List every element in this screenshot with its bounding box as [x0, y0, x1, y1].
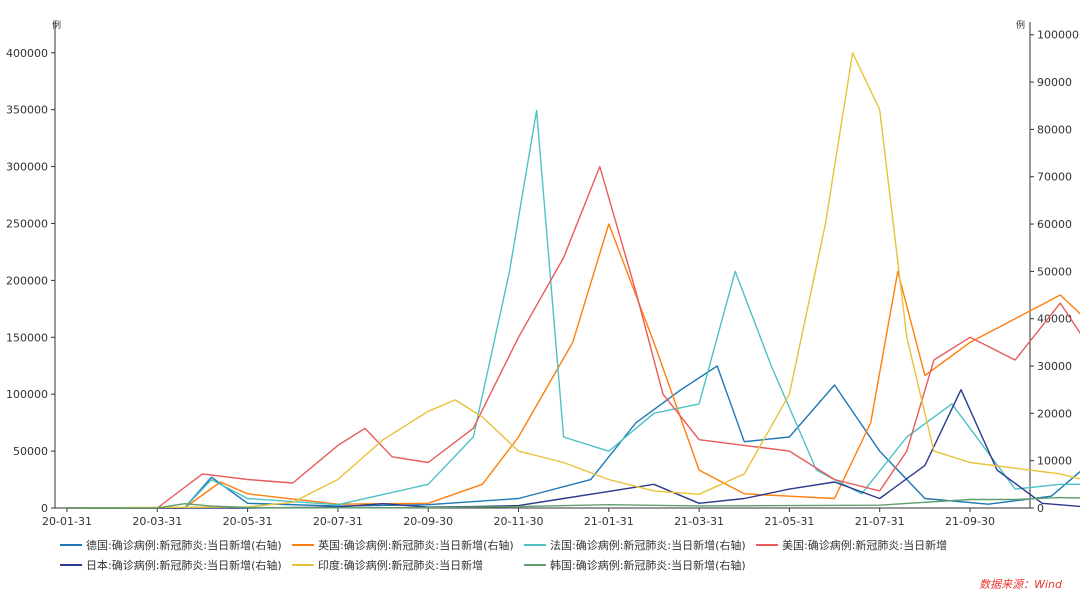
legend-item: 韩国:确诊病例:新冠肺炎:当日新增(右轴)	[524, 557, 756, 573]
legend-swatch	[292, 564, 314, 566]
legend-swatch	[756, 544, 778, 546]
legend-label: 印度:确诊病例:新冠肺炎:当日新增	[318, 559, 484, 572]
legend-swatch	[292, 544, 314, 546]
left-tick-label: 200000	[6, 274, 48, 287]
right-tick-label: 10000	[1037, 455, 1072, 468]
legend-label: 法国:确诊病例:新冠肺炎:当日新增(右轴)	[550, 539, 746, 552]
left-axis-unit: 例	[52, 19, 61, 31]
legend-label: 美国:确诊病例:新冠肺炎:当日新增	[782, 539, 948, 552]
series-line	[67, 223, 1080, 509]
legend-item: 印度:确诊病例:新冠肺炎:当日新增	[292, 557, 524, 573]
series-line	[67, 389, 1080, 509]
legend-item: 美国:确诊病例:新冠肺炎:当日新增	[756, 537, 988, 553]
x-tick-label: 21-07-31	[855, 515, 905, 528]
x-tick-label: 21-01-31	[584, 515, 634, 528]
left-tick-label: 250000	[6, 217, 48, 230]
x-tick-label: 21-05-31	[764, 515, 814, 528]
right-tick-label: 30000	[1037, 360, 1072, 373]
legend-swatch	[524, 544, 546, 546]
x-tick-label: 20-07-31	[313, 515, 363, 528]
series-line	[67, 165, 1080, 509]
right-axis-unit: 例	[1016, 19, 1025, 31]
left-tick-label: 400000	[6, 47, 48, 60]
x-tick-label: 20-01-31	[42, 515, 92, 528]
legend-item: 日本:确诊病例:新冠肺炎:当日新增(右轴)	[60, 557, 292, 573]
right-tick-label: 80000	[1037, 123, 1072, 136]
x-tick-label: 20-09-30	[403, 515, 453, 528]
right-tick-label: 70000	[1037, 171, 1072, 184]
legend-label: 英国:确诊病例:新冠肺炎:当日新增(右轴)	[318, 539, 514, 552]
left-tick-label: 150000	[6, 331, 48, 344]
right-tick-label: 50000	[1037, 265, 1072, 278]
right-tick-label: 60000	[1037, 218, 1072, 231]
x-tick-label: 20-11-30	[494, 515, 544, 528]
legend-swatch	[60, 544, 82, 546]
legend-swatch	[60, 564, 82, 566]
series-line	[66, 52, 1080, 509]
legend-item: 德国:确诊病例:新冠肺炎:当日新增(右轴)	[60, 537, 292, 553]
legend-item: 法国:确诊病例:新冠肺炎:当日新增(右轴)	[524, 537, 756, 553]
right-tick-label: 40000	[1037, 313, 1072, 326]
legend-item: 英国:确诊病例:新冠肺炎:当日新增(右轴)	[292, 537, 524, 553]
series-line	[67, 109, 1080, 509]
legend-label: 德国:确诊病例:新冠肺炎:当日新增(右轴)	[86, 539, 282, 552]
left-tick-label: 0	[41, 502, 48, 515]
series-line	[67, 365, 1080, 509]
legend-label: 日本:确诊病例:新冠肺炎:当日新增(右轴)	[86, 559, 282, 572]
right-tick-label: 90000	[1037, 76, 1072, 89]
left-tick-label: 50000	[13, 445, 48, 458]
right-tick-label: 0	[1037, 502, 1044, 515]
left-tick-label: 350000	[6, 104, 48, 117]
data-source-note: 数据来源：Wind	[979, 578, 1062, 591]
right-tick-label: 20000	[1037, 407, 1072, 420]
left-tick-label: 100000	[6, 388, 48, 401]
right-tick-label: 100000	[1037, 29, 1079, 42]
series-line	[67, 496, 1080, 509]
left-tick-label: 300000	[6, 161, 48, 174]
x-tick-label: 20-03-31	[132, 515, 182, 528]
x-tick-label: 20-05-31	[223, 515, 273, 528]
legend-label: 韩国:确诊病例:新冠肺炎:当日新增(右轴)	[550, 559, 746, 572]
x-tick-label: 21-03-31	[674, 515, 724, 528]
legend-swatch	[524, 564, 546, 566]
legend: 德国:确诊病例:新冠肺炎:当日新增(右轴) 英国:确诊病例:新冠肺炎:当日新增(…	[60, 535, 1020, 575]
x-tick-label: 21-09-30	[945, 515, 995, 528]
